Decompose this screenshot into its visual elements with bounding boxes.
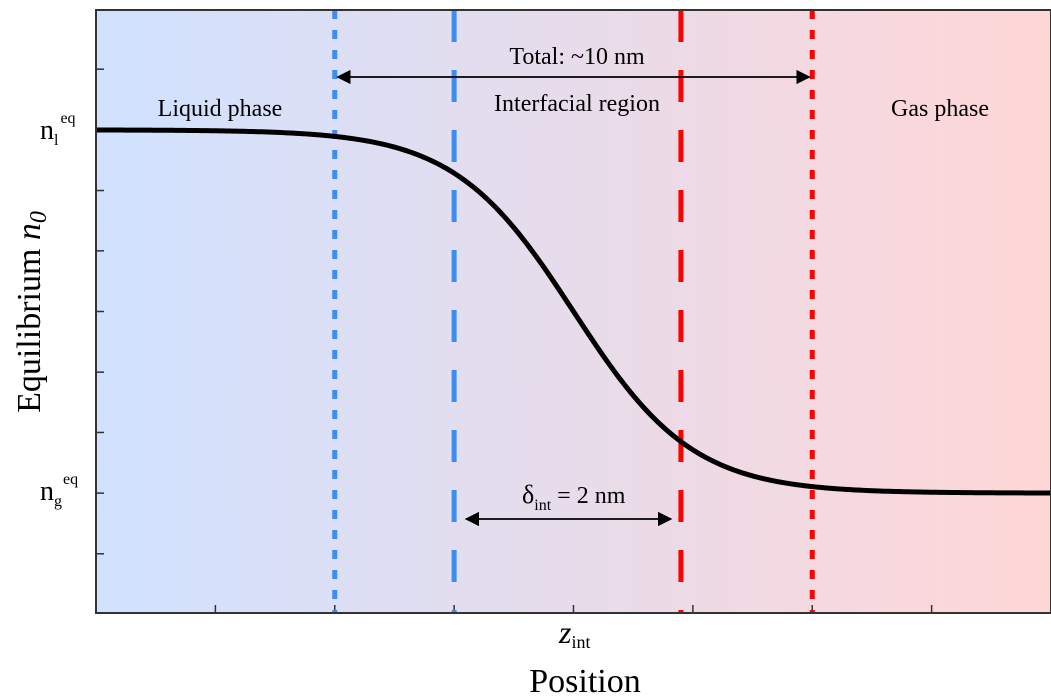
interfacial-region-label: Interfacial region [494, 91, 660, 117]
delta-width-label: δint = 2 nm [522, 480, 626, 514]
boundary-lines [332, 10, 815, 613]
x-axis-title: Position [529, 663, 640, 700]
y-axis-title: Equilibrium n0 [11, 211, 52, 413]
liquid-phase-label: Liquid phase [158, 96, 283, 122]
density-profile-curve [96, 127, 1051, 496]
gas-phase-label: Gas phase [891, 96, 989, 122]
total-width-label: Total: ~10 nm [509, 44, 645, 70]
plot-frame [95, 9, 1051, 614]
x-tick-label-zint: zint [558, 614, 590, 652]
y-tick-label-liquid: nleq [40, 110, 76, 149]
y-tick-label-gas: ngeq [40, 471, 78, 510]
